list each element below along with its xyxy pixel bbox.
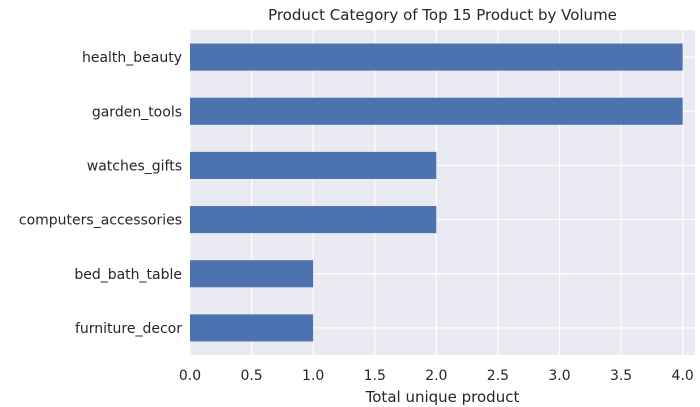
y-tick-label: computers_accessories [19,213,182,229]
x-tick-label: 3.5 [610,368,632,384]
x-tick-label: 4.0 [672,368,694,384]
y-tick-label: furniture_decor [75,321,182,337]
y-tick-label: bed_bath_table [74,267,182,283]
y-tick-label: garden_tools [92,104,182,120]
bar-bed-bath-table [190,260,314,288]
x-tick-label: 1.0 [302,368,324,384]
bar-watches-gifts [190,151,437,179]
x-tick-label: 2.0 [425,368,447,384]
x-tick-label: 0.0 [179,368,201,384]
x-tick-label: 0.5 [240,368,262,384]
y-tick-labels: health_beauty garden_tools watches_giftsco… [19,50,182,337]
plot-area [190,30,695,355]
y-tick-label: health_beauty [82,50,182,66]
x-tick-label: 3.0 [548,368,570,384]
bars [190,43,683,342]
x-axis-label: Total unique product [365,388,520,406]
bar-furniture-decor [190,314,314,342]
bar-computers-accessories [190,206,437,234]
y-tick-label: watches_gifts [87,158,182,174]
chart-title: Product Category of Top 15 Product by Vo… [268,6,617,24]
x-tick-label: 1.5 [364,368,386,384]
x-tick-label: 2.5 [487,368,509,384]
bar-garden-tools [190,97,683,125]
x-tick-labels: 0.0 0.5 1.0 1.5 2.0 2.5 3.0 3.5 4.0 [179,368,694,384]
bar-health-beauty [190,43,683,71]
